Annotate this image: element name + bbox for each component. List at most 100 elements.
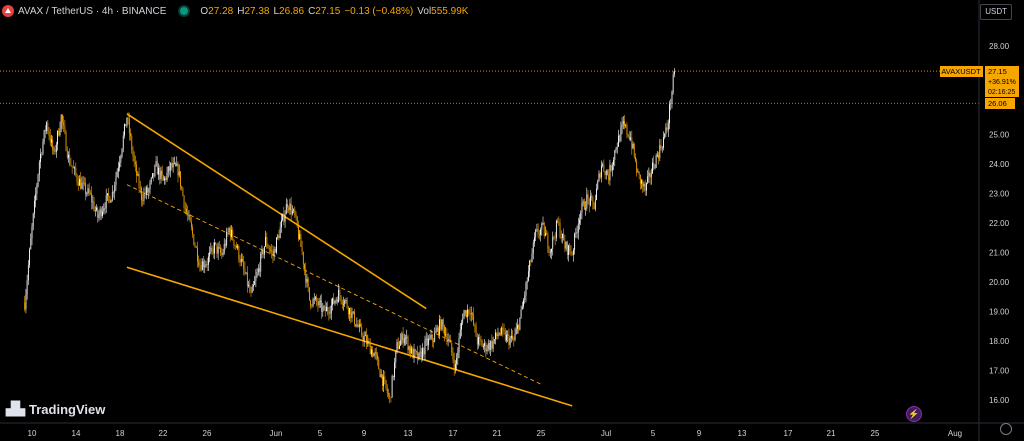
candle-body — [599, 173, 601, 178]
candle-body — [633, 143, 635, 157]
candle-body — [644, 183, 646, 191]
candle-body — [217, 246, 219, 254]
volume-label: Vol — [417, 5, 432, 17]
candle-body — [472, 313, 473, 315]
market-status-icon[interactable] — [180, 7, 189, 15]
time-tick-label: 25 — [537, 429, 546, 438]
candle-body — [572, 250, 574, 255]
candle-body — [350, 307, 352, 318]
candle-body — [475, 325, 477, 337]
descending-channel[interactable] — [126, 113, 573, 407]
candle-body — [508, 334, 510, 345]
low-value: 26.86 — [279, 5, 305, 17]
candle-body — [187, 212, 189, 216]
candle-body — [604, 171, 606, 175]
candle-body — [75, 167, 77, 175]
candle-body — [374, 352, 376, 354]
candle-body — [517, 325, 518, 329]
candle-body — [36, 185, 38, 194]
high-value: 27.38 — [244, 5, 270, 17]
candle-body — [598, 173, 600, 181]
candle-body — [255, 276, 257, 281]
candle-body — [304, 264, 305, 270]
candle-body — [333, 298, 335, 304]
symbol-title[interactable]: AVAX / TetherUS · 4h · BINANCE — [18, 5, 167, 17]
candle-body — [558, 221, 560, 223]
candle-body — [586, 194, 588, 209]
candle-body — [480, 338, 482, 342]
candle-body — [51, 139, 52, 143]
candle-body — [638, 171, 640, 175]
candle-body — [203, 261, 204, 268]
candle-body — [114, 185, 116, 193]
candle-body — [277, 235, 279, 238]
candle-body — [405, 337, 406, 339]
tradingview-watermark[interactable]: ▟▙ TradingView — [6, 401, 105, 417]
candle-body — [375, 352, 377, 355]
candle-body — [251, 286, 253, 293]
candle-body — [290, 203, 292, 215]
symbol-price-label: AVAXUSDT — [940, 66, 983, 77]
candle-body — [362, 335, 364, 341]
time-tick-label: Jul — [601, 429, 611, 438]
candle-body — [300, 234, 302, 247]
candle-body — [116, 171, 118, 177]
candle-body — [182, 188, 184, 196]
candle-body — [347, 307, 349, 315]
candle-body — [226, 231, 228, 246]
candle-body — [160, 170, 162, 180]
candle-body — [66, 150, 68, 158]
candle-body — [575, 232, 577, 234]
currency-button[interactable]: USDT — [980, 4, 1012, 20]
candle-body — [529, 260, 531, 272]
candle-body — [435, 330, 437, 333]
candle-body — [40, 153, 41, 162]
candle-body — [487, 343, 489, 350]
candle-body — [636, 160, 638, 173]
candle-body — [336, 299, 338, 303]
candle-body — [464, 310, 466, 314]
candle-body — [321, 300, 322, 313]
candle-body — [291, 210, 293, 215]
candle-body — [343, 303, 344, 305]
price-tick-label: 24.00 — [989, 160, 1010, 169]
candle-body — [659, 145, 661, 159]
candle-body — [603, 164, 605, 172]
candle-body — [454, 363, 456, 370]
candle-body — [364, 335, 366, 337]
time-tick-label: 9 — [697, 429, 702, 438]
candle-body — [239, 259, 241, 263]
candle-body — [324, 306, 326, 312]
candle-body — [270, 249, 271, 251]
candle-body — [519, 317, 521, 330]
candle-body — [614, 150, 616, 161]
candle-body — [141, 187, 142, 201]
candle-body — [89, 193, 91, 195]
candle-body — [70, 164, 72, 166]
candle-body — [381, 374, 383, 386]
price-tick-label: 22.00 — [989, 219, 1010, 228]
candle-body — [340, 296, 342, 302]
candle-body — [423, 348, 425, 355]
candle-body — [356, 324, 358, 327]
time-tick-label: 5 — [651, 429, 656, 438]
candle-body — [155, 161, 157, 166]
candle-body — [457, 352, 459, 359]
candle-body — [85, 183, 86, 194]
candle-body — [419, 351, 421, 353]
time-axis[interactable]: 10 14 18 22 26 Jun 5 9 13 17 21 25 Jul 5 9 13 17 21 25 Aug — [28, 429, 963, 438]
candle-body — [618, 135, 619, 147]
candle-body — [602, 164, 604, 166]
candle-body — [293, 209, 295, 211]
flash-icon[interactable]: ⚡ — [906, 406, 922, 422]
candle-body — [551, 248, 552, 253]
settings-gear-icon[interactable] — [1000, 423, 1012, 435]
candle-body — [538, 234, 540, 236]
candle-body — [514, 334, 516, 340]
candle-body — [87, 188, 89, 194]
candle-body — [332, 298, 333, 305]
candle-body — [282, 214, 284, 221]
candle-body — [195, 246, 197, 248]
candle-body — [313, 298, 315, 300]
